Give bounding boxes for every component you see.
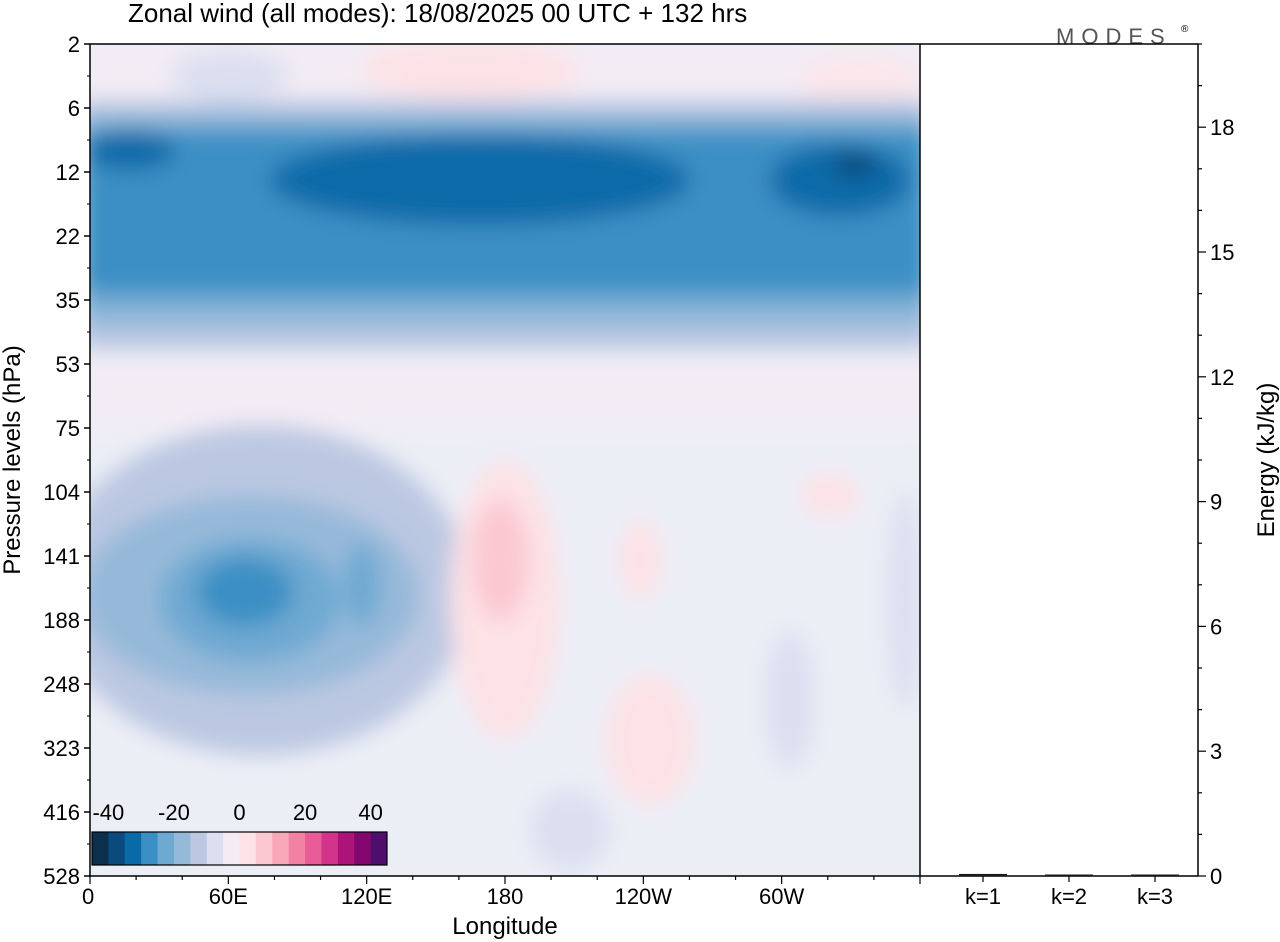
colorbar-swatch [305,832,322,865]
colorbar-tick-label: -20 [158,800,190,825]
energy-axis-label: Energy (kJ/kg) [1253,383,1280,538]
x-tick-label: 120W [615,884,673,909]
colorbar-swatch [92,832,109,865]
jet-max-east [833,153,877,177]
heatmap-field [90,44,920,876]
energy-axis: 0 3 6 9 12 15 18 [1198,43,1234,889]
energy-tick-label: 18 [1210,115,1234,140]
y-tick-label: 2 [68,32,80,57]
energy-bar [959,873,1007,876]
energy-bars: k=1 k=2 k=3 [959,873,1179,909]
y-axis-label: Pressure levels (hPa) [0,345,26,574]
jet-core-east [770,144,910,216]
westerly-patch-60W [800,473,860,517]
colorbar-swatch [141,832,159,865]
registered-mark: ® [1181,24,1189,35]
y-tick-label: 528 [43,864,80,889]
pressure-axis: 2 6 12 22 35 53 75 104 141 188 248 323 416 528 [43,32,90,889]
colorbar-tick-label: 0 [233,800,245,825]
colorbar-swatch [337,832,355,865]
westerly-core [472,500,528,620]
colorbar-swatch [108,832,126,865]
weak-easterly-60W [765,630,815,770]
lower-neutral-band [90,360,920,430]
colorbar-tick-label: 40 [358,800,382,825]
westerly-patch-120W [618,520,662,600]
colorbar-swatch [370,832,388,865]
y-tick-label: 188 [43,608,80,633]
colorbar-tick-label: 20 [293,800,317,825]
energy-bar [1045,874,1093,876]
colorbar-swatch [223,832,240,865]
y-tick-label: 35 [56,288,80,313]
upper-easterly-patch [170,50,290,100]
colorbar-swatch [190,832,208,865]
modes-logo: MODES ® [1056,24,1189,49]
upper-westerly-patch [360,44,580,100]
energy-tick-label: 15 [1210,240,1234,265]
energy-category-label: k=3 [1137,884,1173,909]
colorbar-tick-label: -40 [92,800,124,825]
upper-westerly-patch-east [800,55,920,105]
energy-tick-label: 6 [1210,614,1222,639]
colorbar-swatch [255,832,273,865]
colorbar-swatch [321,832,339,865]
energy-tick-label: 12 [1210,365,1234,390]
jet-core-central [270,135,690,225]
energy-tick-label: 9 [1210,490,1222,515]
x-tick-label: 60W [759,884,804,909]
x-tick-label: 120E [341,884,392,909]
weak-easterly-east-edge [887,490,920,710]
colorbar-swatch [354,832,372,865]
colorbar-swatch [173,832,191,865]
colorbar-swatch [124,832,142,865]
y-tick-label: 104 [43,480,80,505]
energy-bar [1131,874,1179,876]
chart-title: Zonal wind (all modes): 18/08/2025 00 UT… [128,0,747,28]
weak-easterly-south [530,790,610,870]
energy-tick-label: 3 [1210,739,1222,764]
y-tick-label: 6 [68,96,80,121]
colorbar-swatch [272,832,290,865]
colorbar: -40 -20 0 20 40 [91,800,388,866]
colorbar-swatch [288,832,306,865]
colorbar-swatch [157,832,175,865]
y-tick-label: 22 [56,224,80,249]
y-tick-label: 416 [43,800,80,825]
longitude-axis: 0 60E 120E 180 120W 60W [82,876,921,909]
y-tick-label: 12 [56,160,80,185]
x-tick-label: 180 [487,884,524,909]
y-tick-label: 323 [43,736,80,761]
energy-category-label: k=2 [1051,884,1087,909]
easterly-secondary-core [344,543,380,627]
westerly-region-south [605,675,695,805]
jet-core-west [90,130,175,170]
x-axis-label: Longitude [452,913,557,940]
logo-text: MODES [1056,24,1172,49]
y-tick-label: 75 [56,416,80,441]
y-tick-label: 248 [43,672,80,697]
easterly-core [197,558,293,626]
colorbar-frame [91,831,388,866]
energy-tick-label: 0 [1210,864,1222,889]
colorbar-swatch [239,832,257,865]
y-tick-label: 141 [43,544,80,569]
energy-category-label: k=1 [965,884,1001,909]
colorbar-swatch [206,832,224,865]
energy-panel: 0 3 6 9 12 15 18 k=1 k=2 k=3 Energy (kJ/kg) [920,43,1280,909]
x-tick-label: 0 [82,884,94,909]
wind-contours [90,44,920,870]
x-tick-label: 60E [209,884,248,909]
y-tick-label: 53 [56,352,80,377]
